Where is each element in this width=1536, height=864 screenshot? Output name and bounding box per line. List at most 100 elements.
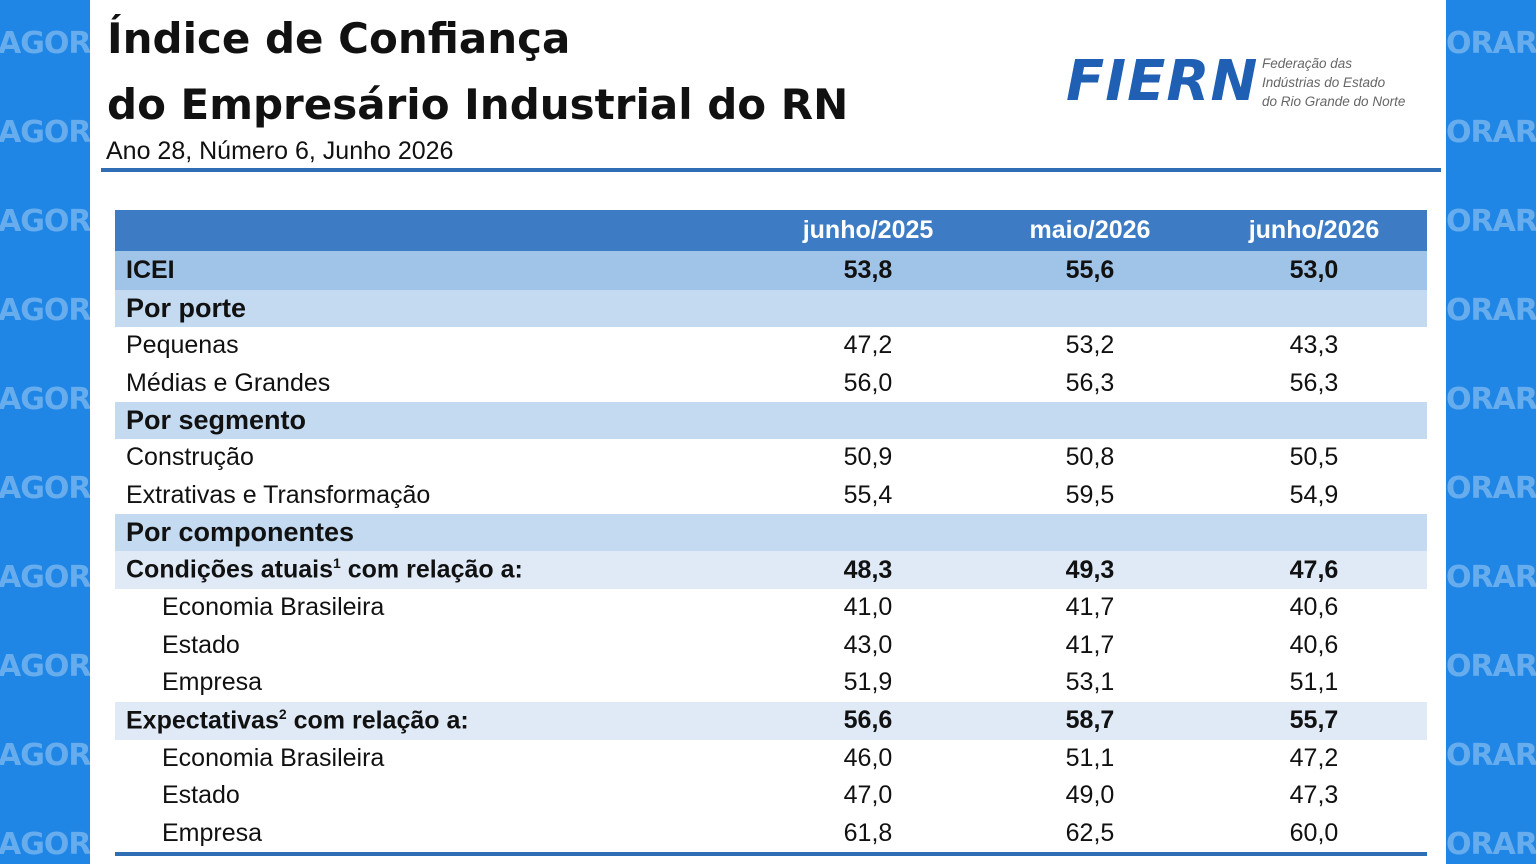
cell-value: 40,6: [1201, 589, 1427, 627]
table-header-row: junho/2025 maio/2026 junho/2026: [115, 210, 1427, 251]
cell-value: 56,3: [979, 364, 1201, 402]
cell-value: 53,8: [757, 251, 979, 290]
cell-value: 41,7: [979, 589, 1201, 627]
page-title-line2: do Empresário Industrial do RN: [107, 80, 849, 129]
cell-value: 56,6: [757, 701, 979, 740]
watermark-text: ORARI: [1446, 204, 1536, 239]
cell-value: 51,1: [979, 739, 1201, 777]
table-row: Economia Brasileira 41,0 41,7 40,6: [115, 589, 1427, 627]
cell-value: 55,6: [979, 251, 1201, 290]
subsection-row-condicoes: Condições atuais1 com relação a: 48,3 49…: [115, 551, 1427, 589]
cell-value: 56,0: [757, 364, 979, 402]
cell-value: 55,4: [757, 476, 979, 514]
logo-caption-line: Federação das: [1262, 56, 1353, 71]
cell-value: 53,2: [979, 327, 1201, 365]
row-label-tail: com relação a:: [340, 555, 523, 584]
edition-subtitle: Ano 28, Número 6, Junho 2026: [106, 137, 454, 165]
cell-value: 53,0: [1201, 251, 1427, 290]
column-header: maio/2026: [979, 210, 1201, 251]
row-label: Construção: [115, 439, 757, 477]
cell-value: 41,7: [979, 626, 1201, 664]
section-label: Por componentes: [115, 514, 1427, 551]
cell-value: 53,1: [979, 664, 1201, 702]
row-label: Economia Brasileira: [115, 739, 757, 777]
column-header: junho/2026: [1201, 210, 1427, 251]
row-label: Extrativas e Transformação: [115, 476, 757, 514]
icei-row: ICEI 53,8 55,6 53,0: [115, 251, 1427, 290]
fiern-logo: FIERN Federação das Indústrias do Estado…: [1066, 49, 1405, 114]
cell-value: 49,3: [979, 551, 1201, 589]
watermark-text: ORARI: [1446, 26, 1536, 61]
footnote-marker: 1: [333, 555, 341, 572]
cell-value: 47,0: [757, 777, 979, 815]
page-title-line1: Índice de Confiança: [107, 14, 571, 63]
row-label-main: Expectativas: [126, 706, 279, 735]
cell-value: 49,0: [979, 777, 1201, 815]
table-row: Extrativas e Transformação 55,4 59,5 54,…: [115, 476, 1427, 514]
section-row-componentes: Por componentes: [115, 514, 1427, 551]
header-divider: [101, 168, 1441, 172]
cell-value: 40,6: [1201, 626, 1427, 664]
cell-value: 47,6: [1201, 551, 1427, 589]
row-label-tail: com relação a:: [286, 706, 469, 735]
cell-value: 60,0: [1201, 814, 1427, 852]
cell-value: 55,7: [1201, 701, 1427, 740]
row-label: Estado: [115, 626, 757, 664]
logo-wordmark: FIERN: [1066, 49, 1259, 114]
cell-value: 58,7: [979, 701, 1201, 740]
row-label: Condições atuais1 com relação a:: [115, 551, 757, 589]
table-row: Empresa 61,8 62,5 60,0: [115, 814, 1427, 852]
cell-value: 50,9: [757, 439, 979, 477]
cell-value: 46,0: [757, 739, 979, 777]
row-label: Empresa: [115, 814, 757, 852]
table-row: Estado 47,0 49,0 47,3: [115, 777, 1427, 815]
cell-value: 43,0: [757, 626, 979, 664]
cell-value: 47,2: [757, 327, 979, 365]
watermark-text: ORARI: [1446, 738, 1536, 773]
cell-value: 62,5: [979, 814, 1201, 852]
cell-value: 48,3: [757, 551, 979, 589]
cell-value: 59,5: [979, 476, 1201, 514]
row-label-main: Condições atuais: [126, 555, 333, 584]
table-row: Médias e Grandes 56,0 56,3 56,3: [115, 364, 1427, 402]
row-label: Estado: [115, 777, 757, 815]
watermark-text: ORARI: [1446, 293, 1536, 328]
table-row: Construção 50,9 50,8 50,5: [115, 439, 1427, 477]
logo-caption-line: Indústrias do Estado: [1262, 75, 1386, 90]
icei-table: junho/2025 maio/2026 junho/2026 ICEI 53,…: [115, 210, 1427, 852]
footnote-marker: 2: [278, 705, 287, 722]
cell-value: 50,8: [979, 439, 1201, 477]
logo-caption: Federação das Indústrias do Estado do Ri…: [1262, 54, 1405, 111]
table-row: Estado 43,0 41,7 40,6: [115, 626, 1427, 664]
section-label: Por porte: [115, 290, 1427, 327]
table-row: Economia Brasileira 46,0 51,1 47,2: [115, 739, 1427, 777]
cell-value: 47,3: [1201, 777, 1427, 815]
row-label: ICEI: [115, 251, 757, 290]
header-cell-empty: [115, 210, 757, 251]
row-label: Médias e Grandes: [115, 364, 757, 402]
cell-value: 47,2: [1201, 739, 1427, 777]
row-label: Pequenas: [115, 327, 757, 365]
watermark-text: ORARI: [1446, 560, 1536, 595]
cell-value: 51,1: [1201, 664, 1427, 702]
cell-value: 61,8: [757, 814, 979, 852]
logo-caption-line: do Rio Grande do Norte: [1262, 94, 1406, 109]
cell-value: 43,3: [1201, 327, 1427, 365]
table-row: Empresa 51,9 53,1 51,1: [115, 664, 1427, 702]
watermark-text: ORARI: [1446, 115, 1536, 150]
watermark-text: ORARI: [1446, 827, 1536, 862]
table-row: Pequenas 47,2 53,2 43,3: [115, 327, 1427, 365]
cell-value: 50,5: [1201, 439, 1427, 477]
watermark-text: ORARI: [1446, 382, 1536, 417]
right-side-banner: ORARI ORARI ORARI ORARI ORARI ORARI ORAR…: [1446, 0, 1536, 864]
watermark-text: ORARI: [1446, 649, 1536, 684]
table-bottom-rule: [115, 852, 1427, 856]
